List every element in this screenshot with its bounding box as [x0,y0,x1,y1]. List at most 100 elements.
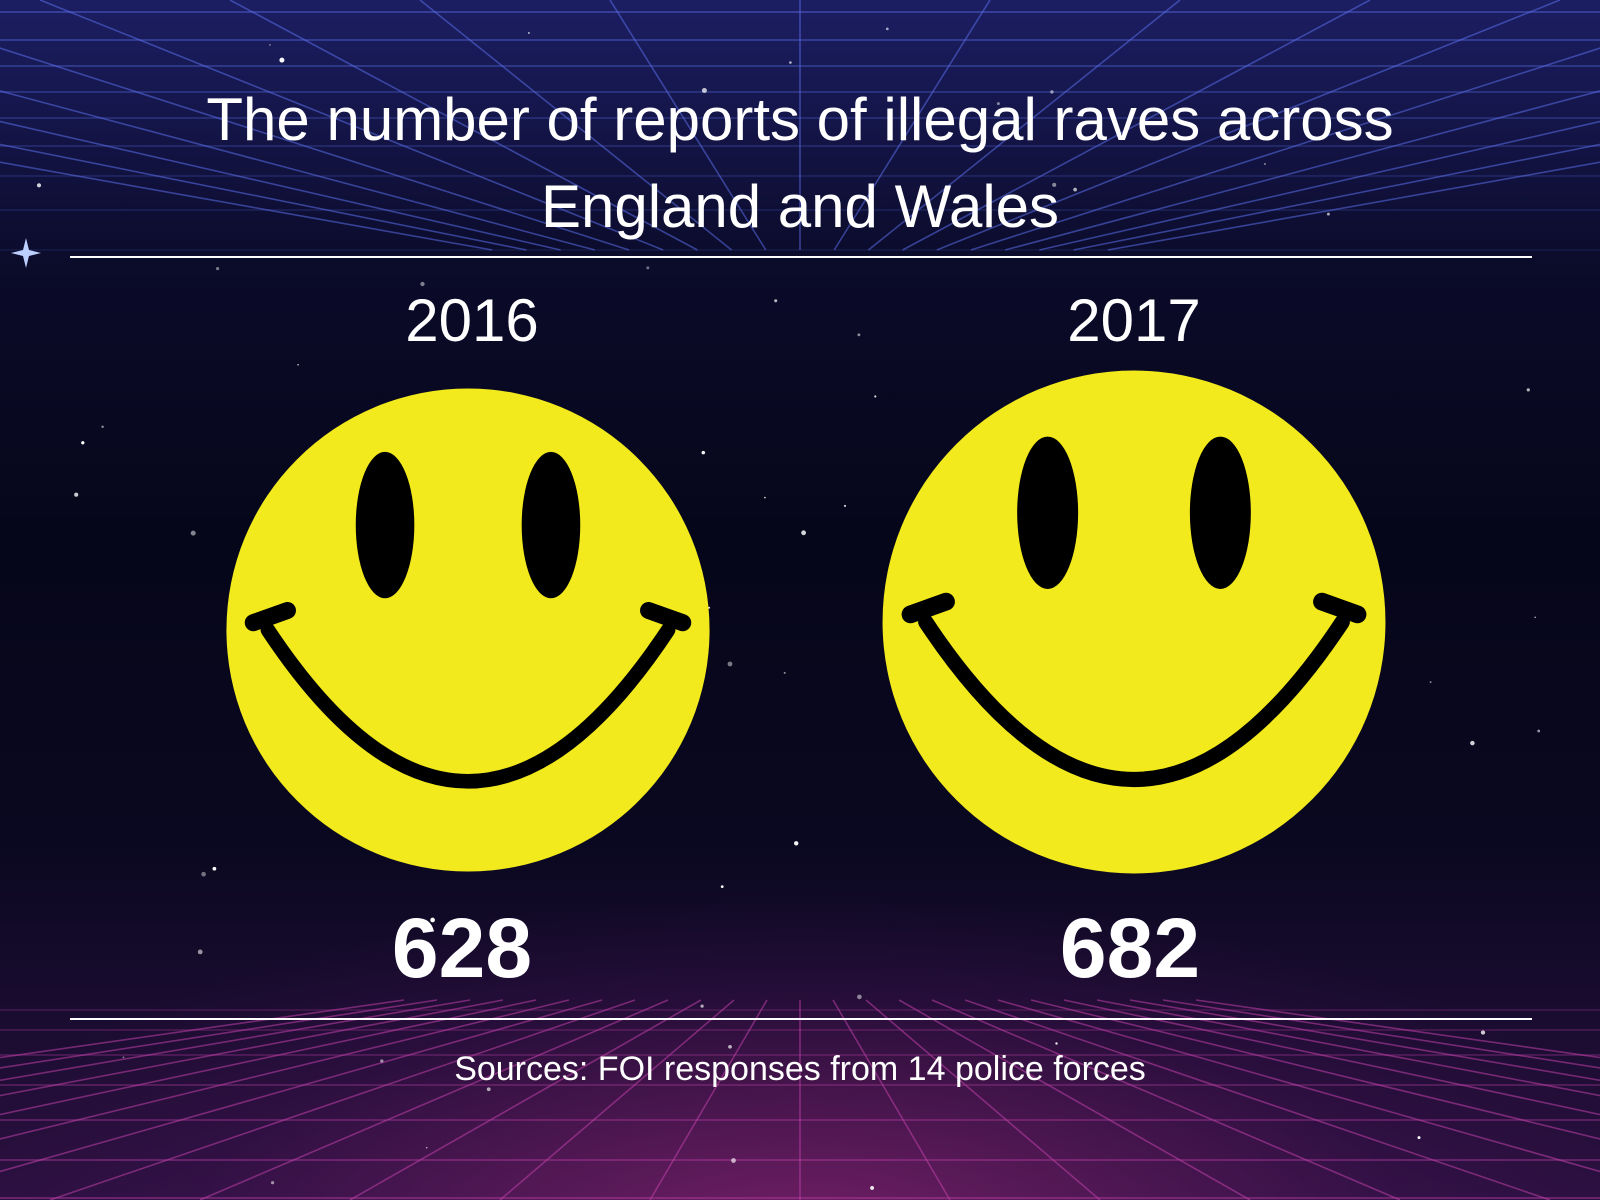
grid-line [199,999,669,1200]
grid-line [0,999,504,1097]
star [701,450,706,455]
grid-line [1129,999,1600,1082]
star [1429,681,1432,684]
smiley-left-eye [355,451,415,599]
star [1055,1042,1058,1045]
star [297,363,299,366]
background-grid-top [0,0,1600,251]
grid-line [609,0,767,251]
grid-line [0,999,438,1069]
star [486,1087,491,1092]
grid-line [499,999,735,1200]
grid-line [0,999,405,1059]
grid-line [0,161,493,251]
grid-line [0,999,537,1116]
star [1326,212,1330,216]
grid-line [1162,999,1600,1069]
grid-line [649,999,768,1200]
grid-line [1096,999,1600,1097]
star [801,530,806,536]
star [843,504,847,507]
star [1470,740,1475,746]
smiley-left-eye [1017,436,1079,589]
smiley-face-icon [226,388,710,872]
grid-line [931,999,1401,1200]
star [646,266,650,270]
star [789,61,792,64]
grid-line [997,999,1600,1173]
grid-line [1039,120,1600,251]
grid-line [419,0,733,251]
star [279,57,285,63]
grid-line [1063,999,1600,1116]
star [527,32,530,34]
value-label-2017: 682 [1059,901,1201,995]
grid-line [0,143,527,251]
source-note: Sources: FOI responses from 14 police fo… [454,1050,1146,1088]
star [1417,1136,1421,1140]
star [268,43,271,46]
star [857,333,861,337]
background-stars [11,27,1541,1190]
grid-line [0,120,561,251]
smiley-mouth-right-end [640,601,692,632]
grid-line [0,999,471,1082]
star [74,492,79,497]
year-label-2017: 2017 [1067,287,1201,354]
grid-line [1073,143,1600,251]
smiley-right-eye [1189,436,1251,589]
background-grid-bottom [0,999,1600,1200]
value-label-2016: 628 [391,901,533,995]
smiley-right-eye [521,451,581,599]
star [1534,616,1537,619]
grid-line [349,999,702,1200]
star [380,1059,384,1063]
star [870,1185,875,1190]
star [420,281,425,287]
grid-line [832,999,951,1200]
grid-line [0,999,603,1173]
grid-line [936,0,1561,251]
grid-line [1195,999,1600,1059]
star [1480,1030,1486,1035]
star [728,1044,732,1049]
grid-line [833,0,991,251]
star [81,441,85,445]
grid-line [964,999,1551,1200]
star [1263,162,1266,166]
star [101,425,104,429]
star [430,917,435,923]
smiley-mouth-left-end [901,592,955,624]
star [1050,90,1054,94]
star [996,102,1000,106]
star [1526,388,1530,392]
grid-line [39,0,664,251]
grid-line [865,999,1101,1200]
star [727,661,733,667]
smiley-face-circle [882,370,1386,874]
grid-line [0,47,630,251]
star [1537,729,1541,733]
star [720,885,724,889]
sparkle-icon [11,238,41,268]
star [197,949,203,955]
star [774,299,778,303]
chart-title-line-1: The number of reports of illegal raves a… [206,86,1394,153]
grid-line [1004,90,1600,251]
star [215,266,220,271]
star [885,27,889,31]
grid-line [0,90,596,251]
star [764,496,766,499]
star [1073,187,1077,192]
grid-line [49,999,636,1200]
star [731,1158,736,1163]
grid-line [1030,999,1600,1140]
star [212,866,217,871]
grid-line [0,999,570,1140]
grid-line [970,47,1600,251]
smiley-mouth [260,622,676,789]
smiley-mouth-left-end [244,601,296,632]
chart-title-line-2: England and Wales [540,173,1060,240]
